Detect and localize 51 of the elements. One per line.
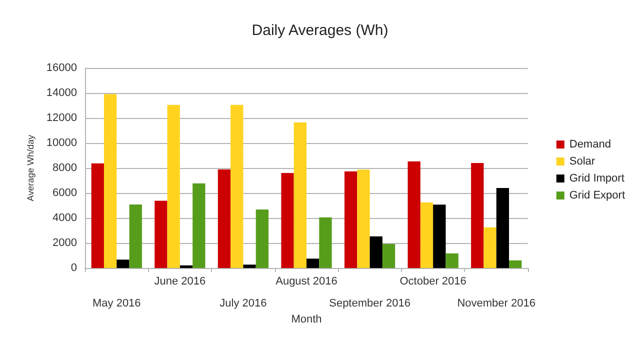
legend-label: Grid Import (569, 172, 624, 184)
x-tick-label: October 2016 (400, 276, 466, 288)
bar (167, 104, 180, 268)
legend-label: Solar (569, 156, 596, 168)
bar (471, 163, 484, 268)
bar (408, 161, 420, 268)
x-tick-label: August 2016 (276, 276, 338, 288)
bar (446, 253, 458, 268)
bar (218, 169, 231, 268)
legend-label: Grid Export (569, 190, 626, 202)
bar (129, 204, 142, 268)
y-tick-label: 16000 (46, 62, 77, 74)
y-tick-label: 6000 (52, 187, 77, 199)
chart-title: Daily Averages (Wh) (252, 22, 388, 39)
x-tick-label: June 2016 (154, 276, 206, 288)
bar (344, 171, 358, 268)
y-tick-label: 10000 (46, 137, 77, 149)
x-tick-label: May 2016 (92, 298, 141, 310)
bar (496, 188, 510, 268)
bar (256, 210, 269, 268)
bar (420, 202, 434, 268)
legend-label: Demand (569, 138, 611, 150)
y-tick-label: 4000 (52, 212, 77, 224)
bar (281, 173, 294, 268)
bar (91, 163, 104, 268)
bar (116, 260, 130, 268)
bar (509, 260, 522, 268)
y-axis-title: Average Wh/day (26, 134, 36, 202)
bar (230, 104, 244, 268)
bar (104, 94, 117, 268)
y-tick-label: 2000 (52, 237, 77, 249)
bar (243, 264, 256, 268)
bar (433, 204, 446, 268)
y-tick-label: 0 (70, 262, 77, 274)
bar (484, 227, 496, 268)
x-tick-label: July 2016 (220, 298, 267, 310)
bar (294, 122, 306, 268)
y-tick-label: 14000 (46, 87, 77, 99)
bar (319, 217, 332, 268)
y-tick-label: 8000 (52, 162, 77, 174)
bar (154, 200, 168, 268)
x-tick-label: September 2016 (329, 298, 410, 310)
bar (357, 170, 370, 268)
bar (370, 236, 382, 268)
bar (382, 244, 396, 268)
bar (306, 258, 320, 268)
x-tick-label: November 2016 (457, 298, 536, 310)
bar (180, 265, 193, 268)
y-tick-label: 12000 (46, 112, 77, 124)
x-axis-title: Month (291, 313, 322, 326)
bar (192, 183, 206, 268)
